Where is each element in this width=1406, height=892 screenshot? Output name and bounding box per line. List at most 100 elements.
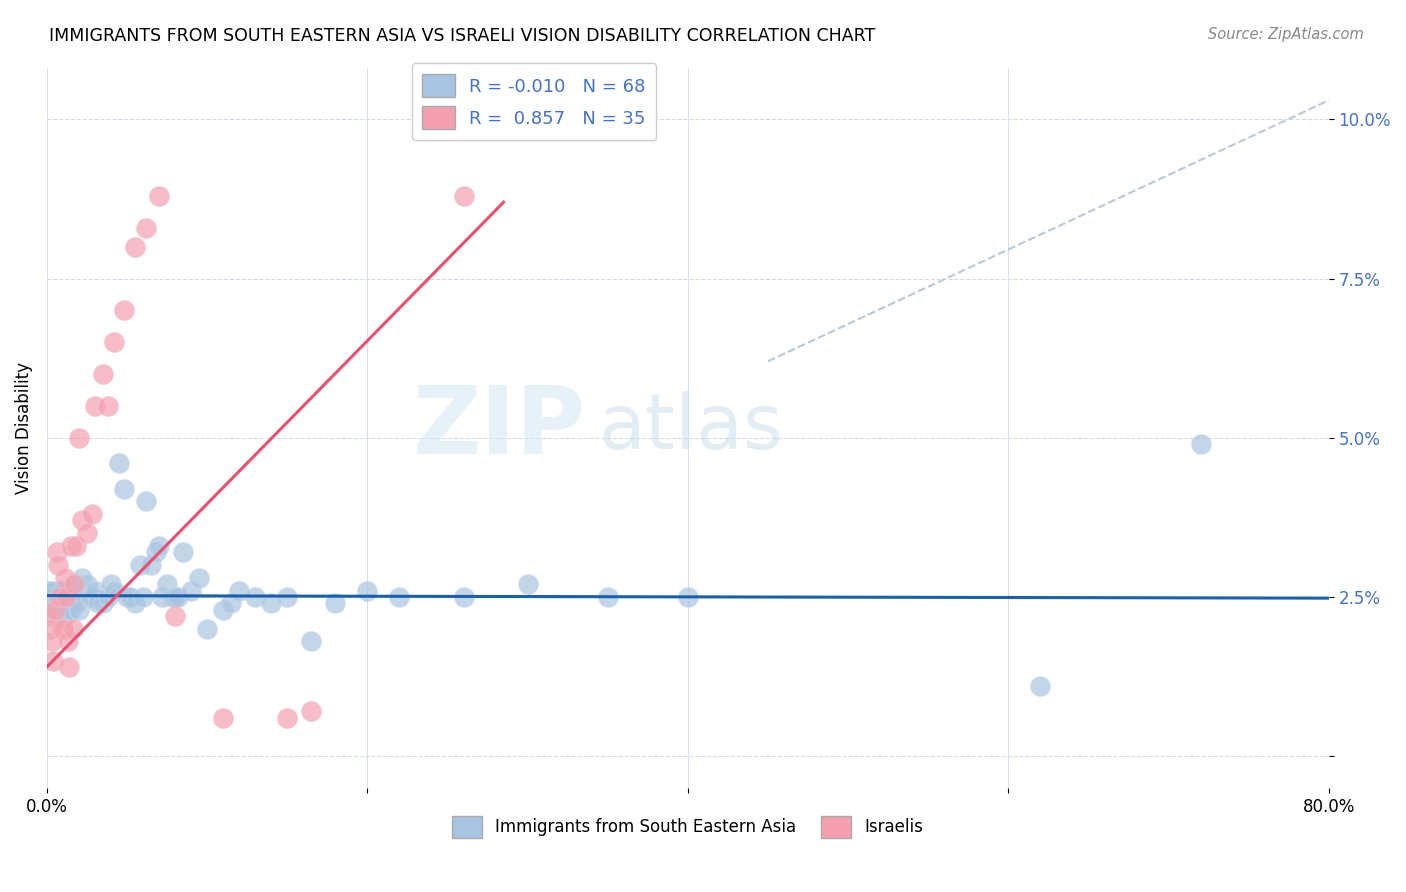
Point — [67, 431, 90, 445]
Point — [453, 590, 475, 604]
Point — [100, 577, 122, 591]
Point — [76, 526, 98, 541]
Point — [228, 583, 250, 598]
Point — [55, 590, 77, 604]
Point — [62, 590, 84, 604]
Point — [115, 590, 138, 604]
Point — [1189, 437, 1212, 451]
Point — [165, 590, 187, 604]
Point — [45, 602, 67, 616]
Point — [516, 577, 538, 591]
Point — [39, 622, 62, 636]
Point — [172, 545, 194, 559]
Point — [37, 609, 59, 624]
Point — [66, 590, 89, 604]
Point — [212, 711, 235, 725]
Point — [112, 303, 135, 318]
Point — [79, 590, 101, 604]
Point — [48, 583, 70, 598]
Point — [62, 622, 84, 636]
Point — [156, 577, 179, 591]
Point — [37, 583, 59, 598]
Point — [299, 634, 322, 648]
Point — [48, 590, 70, 604]
Point — [145, 545, 167, 559]
Point — [160, 590, 183, 604]
Point — [52, 583, 75, 598]
Point — [70, 571, 93, 585]
Point — [45, 545, 67, 559]
Point — [120, 590, 142, 604]
Point — [59, 539, 82, 553]
Point — [84, 399, 107, 413]
Point — [58, 660, 80, 674]
Point — [59, 583, 82, 598]
Point — [323, 596, 346, 610]
Point — [676, 590, 699, 604]
Point — [195, 622, 218, 636]
Point — [58, 596, 80, 610]
Point — [41, 634, 63, 648]
Point — [188, 571, 211, 585]
Point — [167, 590, 190, 604]
Point — [70, 513, 93, 527]
Point — [124, 596, 146, 610]
Point — [46, 590, 69, 604]
Point — [52, 622, 75, 636]
Point — [65, 596, 87, 610]
Point — [55, 590, 77, 604]
Point — [135, 494, 157, 508]
Point — [356, 583, 378, 598]
Point — [42, 653, 65, 667]
Point — [245, 590, 267, 604]
Point — [56, 602, 79, 616]
Text: IMMIGRANTS FROM SOUTH EASTERN ASIA VS ISRAELI VISION DISABILITY CORRELATION CHAR: IMMIGRANTS FROM SOUTH EASTERN ASIA VS IS… — [49, 27, 876, 45]
Text: Source: ZipAtlas.com: Source: ZipAtlas.com — [1208, 27, 1364, 42]
Point — [596, 590, 619, 604]
Point — [260, 596, 283, 610]
Point — [87, 596, 110, 610]
Point — [219, 596, 242, 610]
Point — [39, 583, 62, 598]
Point — [76, 577, 98, 591]
Point — [51, 622, 73, 636]
Point — [112, 482, 135, 496]
Point — [52, 602, 75, 616]
Point — [59, 602, 82, 616]
Point — [44, 596, 66, 610]
Point — [65, 539, 87, 553]
Point — [53, 609, 76, 624]
Point — [180, 583, 202, 598]
Point — [44, 602, 66, 616]
Point — [103, 583, 125, 598]
Point — [63, 577, 86, 591]
Point — [56, 634, 79, 648]
Point — [103, 335, 125, 350]
Point — [108, 456, 131, 470]
Point — [132, 590, 155, 604]
Point — [299, 705, 322, 719]
Point — [148, 189, 170, 203]
Text: atlas: atlas — [598, 392, 783, 466]
Point — [84, 583, 107, 598]
Point — [97, 399, 120, 413]
Point — [51, 596, 73, 610]
Point — [41, 590, 63, 604]
Point — [80, 507, 103, 521]
Point — [1029, 679, 1052, 693]
Point — [91, 367, 114, 381]
Y-axis label: Vision Disability: Vision Disability — [15, 362, 32, 494]
Point — [128, 558, 150, 572]
Point — [276, 711, 298, 725]
Point — [67, 602, 90, 616]
Point — [150, 590, 173, 604]
Point — [46, 558, 69, 572]
Point — [388, 590, 411, 604]
Point — [453, 189, 475, 203]
Legend: Immigrants from South Eastern Asia, Israelis: Immigrants from South Eastern Asia, Isra… — [446, 810, 931, 844]
Point — [42, 583, 65, 598]
Point — [135, 220, 157, 235]
Point — [276, 590, 298, 604]
Point — [124, 240, 146, 254]
Text: ZIP: ZIP — [412, 382, 585, 475]
